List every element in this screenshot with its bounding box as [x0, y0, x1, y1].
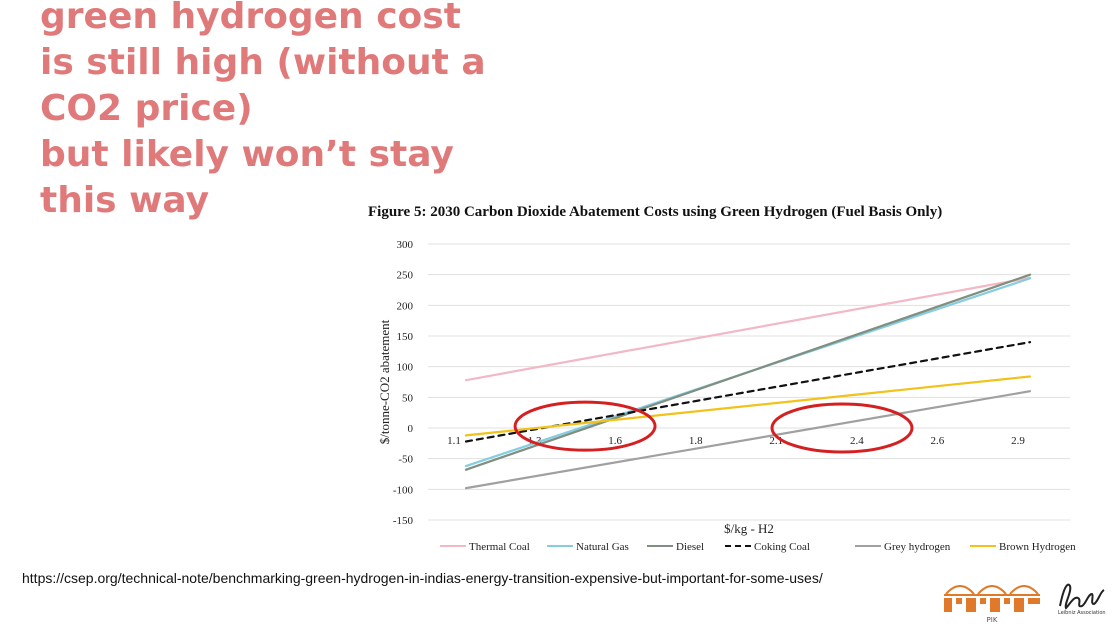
x-tick-label: 2.6 [931, 435, 945, 447]
series-line-diesel [464, 273, 1032, 471]
headline-line-5: this way [40, 180, 210, 221]
y-tick-label: 200 [397, 300, 414, 312]
leibniz-logo-text: Leibniz Association [1058, 610, 1106, 616]
y-tick-label: -100 [393, 484, 414, 496]
y-tick-label: 0 [408, 423, 414, 435]
x-tick-label: 1.8 [689, 435, 703, 447]
y-tick-label: 100 [397, 362, 414, 374]
legend-label: Brown Hydrogen [999, 541, 1076, 553]
x-tick-label: 2.4 [850, 435, 864, 447]
y-tick-label: -50 [398, 454, 413, 466]
legend-label: Grey hydrogen [884, 541, 951, 553]
leibniz-logo: Leibniz Association [1058, 583, 1106, 616]
figure-title: Figure 5: 2030 Carbon Dioxide Abatement … [368, 204, 943, 220]
highlight-ellipse-1 [513, 400, 657, 452]
x-tick-label: 2.9 [1011, 435, 1025, 447]
headline: green hydrogen cost is still high (witho… [40, 0, 486, 224]
series-line-thermal-coal [464, 276, 1032, 382]
x-tick-label: 1.1 [447, 435, 461, 447]
series-line-brown-hydrogen [464, 375, 1032, 437]
legend-label: Natural Gas [576, 541, 629, 553]
headline-line-4: but likely won’t stay [40, 134, 454, 175]
y-tick-label: 300 [397, 239, 414, 251]
legend-label: Diesel [676, 541, 704, 553]
x-axis-label: $/kg - H2 [724, 521, 774, 536]
legend-label: Thermal Coal [469, 541, 530, 553]
pik-logo: PIK [944, 585, 1040, 624]
legend-label: Coking Coal [754, 541, 810, 553]
headline-line-1: green hydrogen cost [40, 0, 461, 37]
y-tick-label: -150 [393, 515, 414, 527]
source-link[interactable]: https://csep.org/technical-note/benchmar… [22, 570, 823, 586]
y-axis-label: $/tonne-CO2 abatement [377, 319, 392, 444]
pik-logo-text: PIK [987, 616, 998, 624]
y-tick-label: 250 [397, 270, 414, 282]
highlight-ellipse-2 [770, 402, 914, 454]
series-line-coking-coal [464, 341, 1032, 443]
series-line-grey-hydrogen [464, 390, 1032, 490]
headline-line-3: CO2 price) [40, 88, 253, 129]
x-tick-label: 1.6 [608, 435, 622, 447]
y-tick-label: 150 [397, 331, 414, 343]
headline-line-2: is still high (without a [40, 42, 486, 83]
y-tick-label: 50 [402, 392, 414, 404]
